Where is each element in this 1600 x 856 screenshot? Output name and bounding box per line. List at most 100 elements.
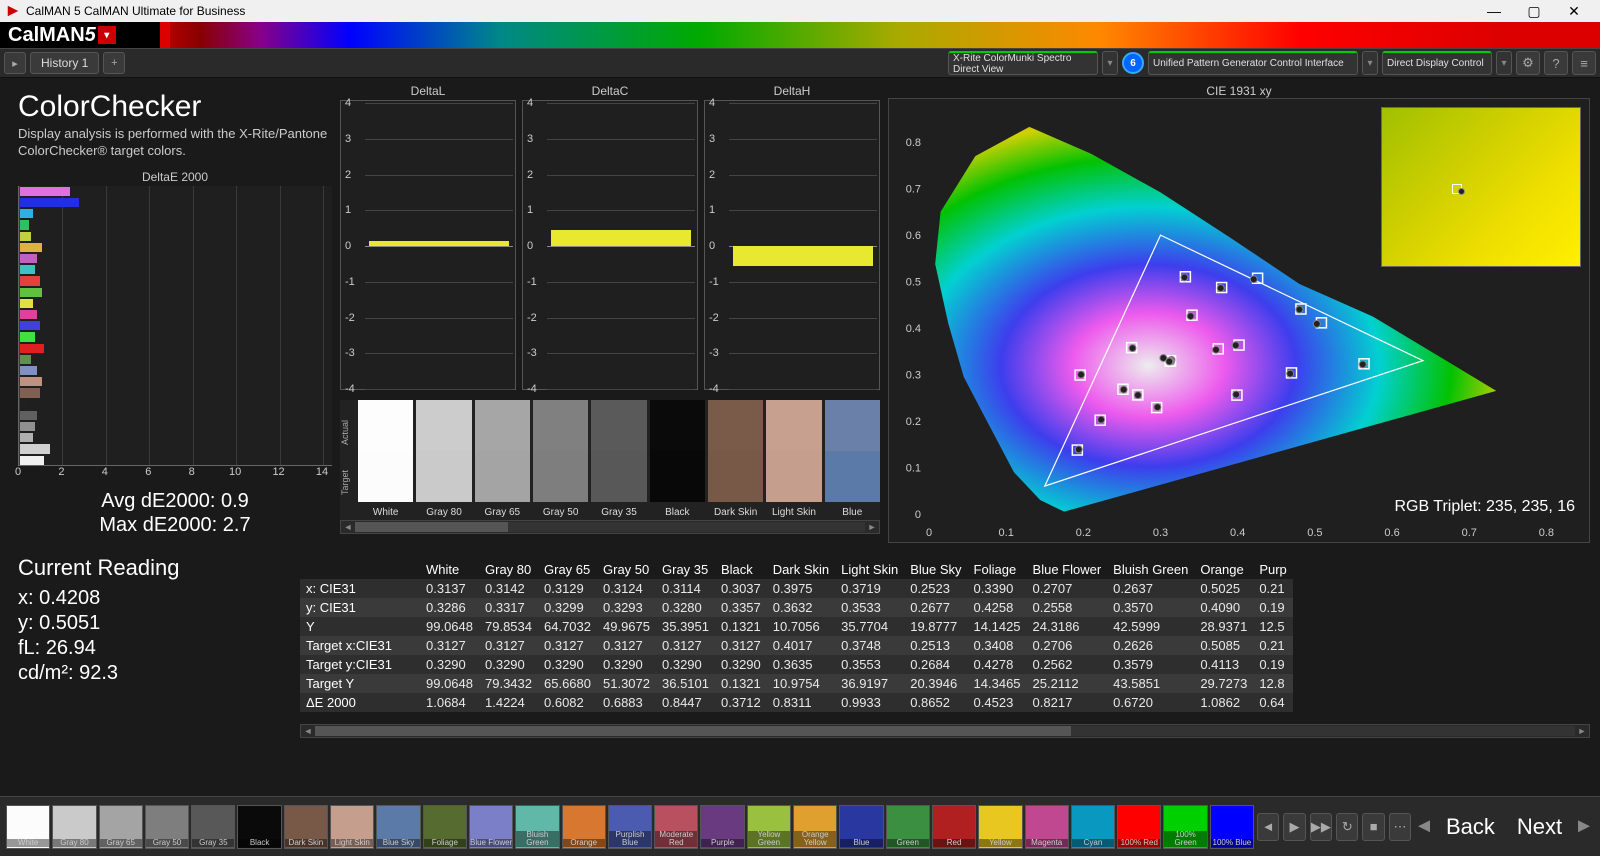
table-row-label: Target Y (300, 674, 420, 693)
palette-swatch[interactable]: Blue (839, 805, 883, 849)
palette-swatch[interactable]: Blue Sky (376, 805, 420, 849)
delta-plot: -4-3-2-101234 (522, 100, 698, 390)
palette-swatch[interactable]: Blue Flower (469, 805, 513, 849)
palette-label: Dark Skin (285, 839, 327, 847)
source-dropdown-icon[interactable]: ▾ (1363, 58, 1377, 69)
minimize-button[interactable]: — (1474, 3, 1514, 19)
svg-text:0.3: 0.3 (1153, 527, 1168, 539)
scroll-right-icon[interactable]: ► (865, 522, 879, 532)
meter-dropdown-icon[interactable]: ▾ (1103, 58, 1117, 69)
color-swatch[interactable] (358, 400, 413, 502)
palette-swatch[interactable]: Bluish Green (515, 805, 559, 849)
table-cell: 0.9933 (835, 693, 904, 712)
table-cell: 25.2112 (1027, 674, 1108, 693)
palette-label: Gray 80 (53, 839, 95, 847)
source-panel[interactable]: Unified Pattern Generator Control Interf… (1148, 51, 1358, 75)
palette-swatch[interactable]: Light Skin (330, 805, 374, 849)
table-scroll-left-icon[interactable]: ◄ (301, 726, 315, 736)
table-scrollbar[interactable]: ◄ ► (300, 724, 1590, 738)
table-cell: 79.8534 (479, 617, 538, 636)
page-subtitle: Display analysis is performed with the X… (18, 126, 332, 160)
scroll-left-icon[interactable]: ◄ (341, 522, 355, 532)
table-scroll-thumb[interactable] (315, 726, 1071, 736)
display-dropdown-icon[interactable]: ▾ (1497, 58, 1511, 69)
table-cell: 1.4224 (479, 693, 538, 712)
tab-history[interactable]: History 1 (30, 52, 99, 74)
color-swatch[interactable] (825, 400, 880, 502)
color-swatch[interactable] (416, 400, 471, 502)
svg-text:0.3: 0.3 (906, 370, 921, 382)
table-row-label: ΔE 2000 (300, 693, 420, 712)
help-icon[interactable]: ? (1544, 51, 1568, 75)
extra-icon[interactable]: ⋯ (1389, 813, 1411, 841)
table-header: Gray 65 (538, 560, 597, 579)
palette-swatch[interactable]: White (6, 805, 50, 849)
palette-swatch[interactable]: Orange (562, 805, 606, 849)
color-swatch[interactable] (650, 400, 705, 502)
de2000-bar (20, 299, 33, 308)
settings-icon[interactable]: ⚙ (1516, 51, 1540, 75)
swatch-scrollbar[interactable]: ◄ ► (340, 520, 880, 534)
display-panel[interactable]: Direct Display Control (1382, 51, 1492, 75)
stop-icon[interactable]: ■ (1362, 813, 1384, 841)
nav-next[interactable]: Next (1507, 814, 1572, 840)
palette-swatch[interactable]: Purple (700, 805, 744, 849)
palette-swatch[interactable]: Orange Yellow (793, 805, 837, 849)
tab-add-icon[interactable]: + (103, 52, 125, 74)
palette-swatch[interactable]: Green (886, 805, 930, 849)
table-cell: 0.3293 (597, 598, 656, 617)
palette-swatch[interactable]: 100% Red (1117, 805, 1161, 849)
palette-swatch[interactable]: Gray 50 (145, 805, 189, 849)
table-cell: 0.6883 (597, 693, 656, 712)
color-swatch[interactable] (533, 400, 588, 502)
table-header (300, 560, 420, 579)
palette-swatch[interactable]: Foliage (423, 805, 467, 849)
palette-swatch[interactable]: Yellow (978, 805, 1022, 849)
play-icon[interactable]: ▶ (1283, 813, 1305, 841)
palette-swatch[interactable]: Magenta (1025, 805, 1069, 849)
palette-swatch[interactable]: Gray 35 (191, 805, 235, 849)
de2000-bar (20, 377, 42, 386)
color-swatch[interactable] (766, 400, 821, 502)
close-button[interactable]: ✕ (1554, 3, 1594, 20)
palette-swatch[interactable]: 100% Green (1163, 805, 1207, 849)
menu-icon[interactable]: ≡ (1572, 51, 1596, 75)
palette-swatch[interactable]: Cyan (1071, 805, 1115, 849)
table-cell: 0.4017 (767, 636, 835, 655)
palette-swatch[interactable]: Gray 65 (99, 805, 143, 849)
palette-swatch[interactable]: 100% Blue (1210, 805, 1254, 849)
palette-swatch[interactable]: Yellow Green (747, 805, 791, 849)
play-next-icon[interactable]: ▶▶ (1310, 813, 1332, 841)
nav-back[interactable]: Back (1436, 814, 1505, 840)
table-cell: 0.8652 (904, 693, 967, 712)
palette-swatch[interactable]: Gray 80 (52, 805, 96, 849)
color-swatch[interactable] (475, 400, 530, 502)
repeat-icon[interactable]: ↻ (1336, 813, 1358, 841)
table-cell: 0.3127 (656, 636, 715, 655)
palette-swatch[interactable]: Black (237, 805, 281, 849)
play-prev-icon[interactable]: ◄ (1257, 813, 1279, 841)
maximize-button[interactable]: ▢ (1514, 3, 1554, 20)
reading-fl-label: fL: (18, 637, 40, 659)
meter-panel[interactable]: X-Rite ColorMunki Spectro Direct View (948, 51, 1098, 75)
palette-swatch[interactable]: Moderate Red (654, 805, 698, 849)
palette-swatch[interactable]: Purplish Blue (608, 805, 652, 849)
palette-swatch[interactable]: Red (932, 805, 976, 849)
svg-text:0.2: 0.2 (906, 416, 921, 428)
table-cell: 0.5025 (1194, 579, 1253, 598)
brand-menu-icon[interactable]: ▾ (98, 26, 116, 44)
swatch-label: White (358, 507, 413, 518)
table-scroll-right-icon[interactable]: ► (1575, 726, 1589, 736)
brand-bar: CalMAN5 ▾ (0, 22, 1600, 48)
palette-swatch[interactable]: Dark Skin (284, 805, 328, 849)
back-arrow-icon[interactable]: ◄ (1414, 815, 1434, 838)
color-swatch[interactable] (591, 400, 646, 502)
color-swatch[interactable] (708, 400, 763, 502)
table-cell: 0.5085 (1194, 636, 1253, 655)
next-arrow-icon[interactable]: ► (1574, 815, 1594, 838)
nav-back-icon[interactable]: ▸ (4, 52, 26, 74)
scroll-thumb[interactable] (355, 522, 508, 532)
meter-count-badge[interactable]: 6 (1122, 52, 1144, 74)
de2000-bar (20, 355, 31, 364)
table-header: Purp (1253, 560, 1292, 579)
